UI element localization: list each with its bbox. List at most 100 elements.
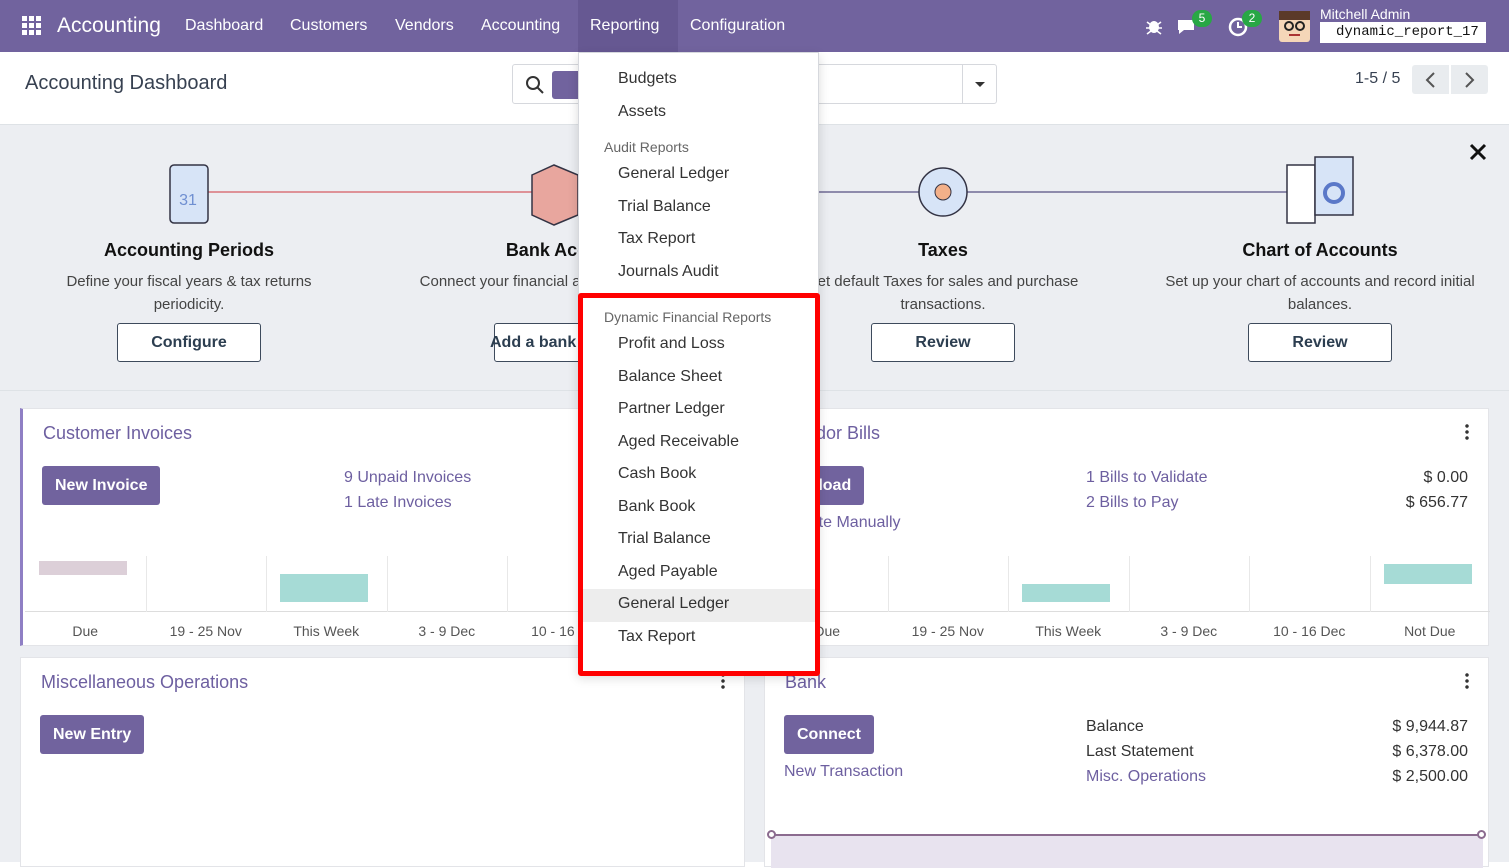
journal-link[interactable]: New Transaction — [784, 763, 904, 780]
reporting-dropdown: Budgets Assets Audit Reports General Ledger… — [578, 52, 819, 674]
card-title[interactable]: Miscellaneous Operations — [41, 672, 249, 692]
card-title[interactable]: Customer Invoices — [43, 423, 193, 443]
stat-label[interactable]: 1 Bills to Validate — [1086, 469, 1208, 486]
menu-entry[interactable]: Journals Audit — [618, 262, 719, 280]
graph-point — [767, 830, 776, 839]
highlight-box — [578, 293, 820, 676]
close-button[interactable] — [1469, 143, 1487, 161]
journal-link[interactable]: 9 Unpaid Invoices — [344, 469, 472, 486]
step-description: Define your fiscal years & tax returns p… — [66, 273, 312, 313]
pager-previous[interactable] — [1412, 65, 1449, 94]
graph-label: 3 - 9 Dec — [418, 623, 476, 639]
step-button[interactable]: Review — [1248, 323, 1392, 362]
calendar-icon: 31 — [169, 164, 209, 224]
menu-entry[interactable]: Bank Book — [618, 497, 696, 515]
step-title: Taxes — [918, 240, 968, 260]
menu-active-bg — [578, 0, 678, 52]
menu-entry[interactable]: Trial Balance — [618, 530, 711, 547]
user-name[interactable]: Mitchell Admin — [1320, 6, 1411, 22]
step-title: Chart of Accounts — [1242, 240, 1398, 260]
journal-link[interactable]: 1 Late Invoices — [344, 494, 452, 511]
menu-entry[interactable]: General Ledger — [618, 595, 730, 612]
page-title: Accounting Dashboard — [25, 72, 228, 94]
svg-text:31: 31 — [179, 192, 197, 209]
menu-item[interactable]: Vendors — [395, 17, 454, 34]
avatar[interactable] — [1279, 11, 1310, 42]
main-menu: Dashboard Customers Vendors Accounting Repor… — [0, 0, 900, 52]
menu-entry[interactable]: Budgets — [618, 70, 677, 87]
graph-label: 19 - 25 Nov — [911, 623, 984, 639]
debug-icon[interactable] — [1145, 16, 1163, 36]
kebab[interactable] — [1464, 423, 1470, 441]
menu-entry[interactable]: General Ledger — [618, 165, 730, 182]
chat-badge: 5 — [1192, 10, 1212, 27]
menu-entry[interactable]: Aged Payable — [618, 562, 718, 580]
menu-item[interactable]: Customers — [290, 17, 368, 34]
menu-entry[interactable]: Aged Receivable — [618, 432, 739, 450]
graph-bar — [1022, 584, 1110, 602]
search-toggle[interactable] — [974, 81, 986, 89]
stat-amount: $ 2,500.00 — [1392, 768, 1468, 785]
journal-card: Vendor Bills Upload Create Manually 1 Bills… — [764, 408, 1490, 646]
menu-item[interactable]: Accounting — [481, 17, 561, 34]
stat-amount: $ 656.77 — [1405, 494, 1468, 511]
graph-gridline — [266, 556, 267, 612]
menu-entry[interactable]: Tax Report — [618, 230, 696, 247]
stat-label[interactable]: 2 Bills to Pay — [1086, 494, 1179, 511]
apps-icon[interactable] — [22, 16, 42, 36]
menu-item[interactable]: Configuration — [690, 17, 786, 34]
graph-label: Due — [72, 623, 99, 639]
primary-button[interactable]: New Entry — [40, 715, 145, 754]
menu-entry[interactable]: Trial Balance — [618, 197, 711, 215]
graph-label: Due — [814, 623, 841, 639]
graph-point — [1477, 830, 1486, 839]
journal-card: Bank Connect New Transaction Balance $ 9,944… — [764, 657, 1489, 868]
app-name[interactable]: Accounting — [57, 14, 161, 37]
card-title[interactable]: Bank — [785, 672, 827, 692]
menu-entry[interactable]: Cash Book — [618, 465, 697, 482]
onboarding-line: 31 — [169, 156, 1354, 226]
stat-amount: $ 9,944.87 — [1392, 718, 1468, 735]
menu-item[interactable]: Dashboard — [185, 17, 264, 34]
section-header: Dynamic Financial Reports — [604, 309, 772, 325]
step-description: Set up your chart of accounts and record… — [1165, 273, 1475, 313]
journal-card: Miscellaneous Operations New Entry — [20, 657, 745, 867]
graph-gridline — [1128, 556, 1130, 612]
menu-item[interactable]: Reporting — [590, 17, 660, 34]
step-button[interactable]: Configure — [117, 323, 261, 362]
bar-graph — [767, 556, 1490, 612]
activity-icon[interactable] — [1228, 16, 1250, 38]
graph-label: This Week — [1035, 623, 1102, 639]
graph-gridline — [1008, 556, 1009, 612]
pager-next[interactable] — [1451, 65, 1488, 94]
divider — [962, 65, 963, 103]
chat-icon[interactable] — [1176, 16, 1200, 38]
line-graph — [767, 830, 1486, 868]
kebab[interactable] — [720, 672, 726, 690]
step-button[interactable]: Review — [871, 323, 1015, 362]
menu-entry[interactable]: Tax Report — [618, 627, 696, 645]
graph-gridline — [145, 556, 147, 612]
navbar: Accounting Dashboard Customers Vendors Acco… — [0, 0, 1509, 52]
graph-label: Not Due — [1404, 623, 1456, 639]
search-icon — [526, 76, 544, 94]
menu-entry[interactable]: Assets — [618, 102, 667, 120]
step-description: Set default Taxes for sales and purchase… — [807, 273, 1079, 313]
activity-badge: 2 — [1242, 10, 1262, 27]
kebab[interactable] — [1464, 672, 1470, 690]
graph-label: 3 - 9 Dec — [1160, 623, 1218, 639]
graph-bar — [39, 561, 127, 575]
database-name: dynamic_report_17 — [1320, 22, 1486, 43]
step-title: Accounting Periods — [103, 240, 274, 260]
menu-entry[interactable]: Profit and Loss — [618, 335, 725, 352]
graph-bar — [1383, 564, 1472, 584]
menu-entry[interactable]: Balance Sheet — [618, 367, 723, 385]
stat-label[interactable]: Misc. Operations — [1086, 768, 1207, 785]
primary-button[interactable]: New Invoice — [42, 466, 161, 505]
graph-label: 10 - 16 Dec — [1273, 623, 1346, 639]
stat-amount: $ 6,378.00 — [1392, 743, 1468, 760]
menu-entry[interactable]: Partner Ledger — [618, 400, 725, 417]
primary-button[interactable]: Connect — [784, 715, 874, 754]
filter-facet[interactable] — [552, 71, 582, 99]
pager-value: 1-5 / 5 — [1355, 70, 1401, 87]
